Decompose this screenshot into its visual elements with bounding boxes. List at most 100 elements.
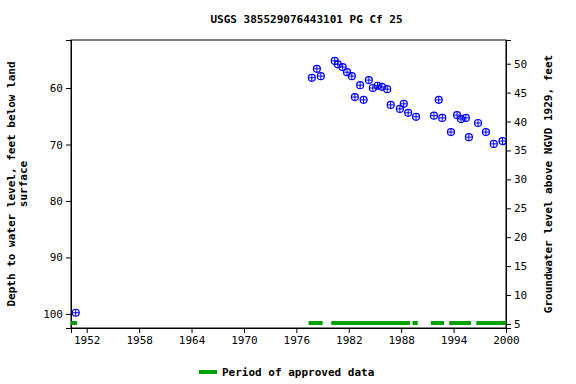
marker-circle	[413, 113, 420, 120]
marker-circle	[430, 112, 437, 119]
tick: 15	[506, 260, 527, 273]
approved-period	[476, 321, 506, 325]
marker-cross	[502, 138, 503, 145]
data-point	[317, 73, 324, 80]
marker-cross	[75, 309, 76, 316]
tick-label: 70	[50, 138, 63, 151]
x-axis: 195219581964197019761982198819942000	[72, 328, 520, 347]
marker-cross	[408, 109, 409, 116]
tick: 45	[506, 87, 527, 100]
marker-circle	[360, 96, 367, 103]
tick-label: 60	[50, 82, 63, 95]
marker-circle	[357, 82, 364, 89]
tick: 10	[506, 289, 527, 302]
marker-circle	[387, 101, 394, 108]
marker-cross	[347, 69, 348, 76]
marker-cross	[311, 74, 312, 81]
marker-circle	[435, 96, 442, 103]
tick-mark	[296, 328, 297, 333]
tick: 25	[506, 202, 527, 215]
marker-circle	[384, 86, 391, 93]
marker-cross	[360, 82, 361, 89]
tick-label: 5	[514, 318, 521, 331]
data-point	[447, 129, 454, 136]
tick-label: 90	[50, 251, 63, 264]
marker-cross	[372, 85, 373, 92]
tick-label: 1994	[441, 334, 468, 347]
approved-period	[331, 321, 410, 325]
tick-mark	[506, 150, 511, 151]
marker-circle	[72, 309, 79, 316]
tick: 50	[506, 58, 527, 71]
tick-mark	[66, 257, 71, 258]
marker-cross	[351, 73, 352, 80]
tick: 1964	[179, 328, 206, 347]
tick-label: 1958	[126, 334, 153, 347]
marker-circle	[499, 138, 506, 145]
marker-cross	[465, 114, 466, 121]
marker-circle	[490, 140, 497, 147]
marker-circle	[351, 94, 358, 101]
y-axis-title: surface	[17, 160, 30, 207]
tick-label: 20	[514, 231, 527, 244]
tick-mark	[66, 201, 71, 202]
tick-label: 80	[50, 195, 63, 208]
tick-mark	[192, 328, 193, 333]
marker-cross	[468, 134, 469, 141]
plot-area	[71, 57, 506, 325]
tick-mark	[139, 328, 140, 333]
tick: 100	[43, 308, 71, 321]
marker-circle	[317, 73, 324, 80]
data-point	[462, 114, 469, 121]
marker-circle	[458, 116, 465, 123]
tick-mark	[454, 328, 455, 333]
marker-circle	[344, 69, 351, 76]
tick-mark	[506, 266, 511, 267]
marker-cross	[390, 101, 391, 108]
legend: Period of approved data	[199, 366, 374, 379]
tick-mark	[66, 144, 71, 145]
tick-label: 35	[514, 144, 527, 157]
tick-label: 40	[514, 116, 527, 129]
data-point	[348, 73, 355, 80]
marker-cross	[316, 65, 317, 72]
tick-mark	[506, 208, 511, 209]
y2-axis: 5101520253035404550	[506, 41, 527, 331]
tick-mark	[349, 328, 350, 333]
marker-cross	[403, 100, 404, 107]
marker-cross	[354, 94, 355, 101]
marker-circle	[405, 109, 412, 116]
marker-circle	[308, 74, 315, 81]
tick: 1952	[74, 328, 101, 347]
tick-mark	[506, 179, 511, 180]
tick: 60	[50, 82, 71, 95]
data-point	[360, 96, 367, 103]
marker-circle	[465, 134, 472, 141]
data-point	[365, 77, 372, 84]
tick-mark	[506, 93, 511, 94]
tick-mark	[244, 328, 245, 333]
data-point	[405, 109, 412, 116]
marker-circle	[462, 114, 469, 121]
data-point	[482, 129, 489, 136]
tick: 80	[50, 195, 71, 208]
tick: 5	[506, 318, 521, 331]
tick: 1976	[284, 328, 311, 347]
data-point	[313, 65, 320, 72]
marker-cross	[493, 140, 494, 147]
tick: 1982	[336, 328, 363, 347]
y-axis: 60 70 80 90 100	[43, 41, 71, 329]
tick-label: 45	[514, 87, 527, 100]
tick: 35	[506, 144, 527, 157]
data-point	[430, 112, 437, 119]
marker-cross	[478, 120, 479, 127]
tick-mark	[506, 324, 511, 325]
marker-circle	[447, 129, 454, 136]
tick-label: 1952	[74, 334, 101, 347]
tick-label: 1964	[179, 334, 206, 347]
marker-cross	[387, 86, 388, 93]
marker-cross	[433, 112, 434, 119]
marker-cross	[381, 83, 382, 90]
data-point	[490, 140, 497, 147]
data-point	[72, 309, 79, 316]
